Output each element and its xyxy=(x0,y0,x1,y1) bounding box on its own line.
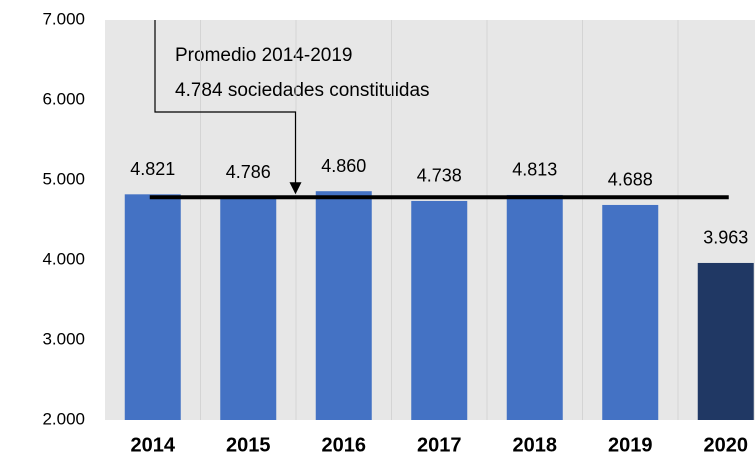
y-tick-label: 4.000 xyxy=(42,249,85,268)
x-tick-label: 2018 xyxy=(513,434,558,456)
bar xyxy=(697,262,754,420)
value-label: 4.688 xyxy=(608,170,653,190)
annotation: 4.784 sociedades constituidas xyxy=(175,80,430,101)
x-tick-label: 2017 xyxy=(417,434,462,456)
value-label: 4.813 xyxy=(512,160,557,180)
y-tick-label: 7.000 xyxy=(42,9,85,28)
value-label: 4.738 xyxy=(417,166,462,186)
annotation: Promedio 2014-2019 xyxy=(175,45,352,66)
value-label: 4.786 xyxy=(226,162,271,182)
y-tick-label: 5.000 xyxy=(42,169,85,188)
x-tick-label: 2019 xyxy=(608,434,653,456)
x-tick-label: 2020 xyxy=(704,434,749,456)
annotation-connector xyxy=(154,20,297,184)
bar xyxy=(124,194,181,420)
value-label: 4.821 xyxy=(130,159,175,179)
bar xyxy=(506,194,563,420)
bar xyxy=(220,197,277,420)
y-tick-label: 6.000 xyxy=(42,89,85,108)
y-tick-label: 2.000 xyxy=(42,409,85,428)
bar xyxy=(315,191,372,420)
x-tick-label: 2016 xyxy=(322,434,367,456)
y-tick-label: 3.000 xyxy=(42,329,85,348)
bar xyxy=(602,204,659,420)
x-tick-label: 2014 xyxy=(131,434,176,456)
bar xyxy=(411,200,468,420)
value-label: 3.963 xyxy=(703,228,748,248)
value-label: 4.860 xyxy=(321,156,366,176)
annotation-arrow xyxy=(289,182,302,195)
x-tick-label: 2015 xyxy=(226,434,271,456)
